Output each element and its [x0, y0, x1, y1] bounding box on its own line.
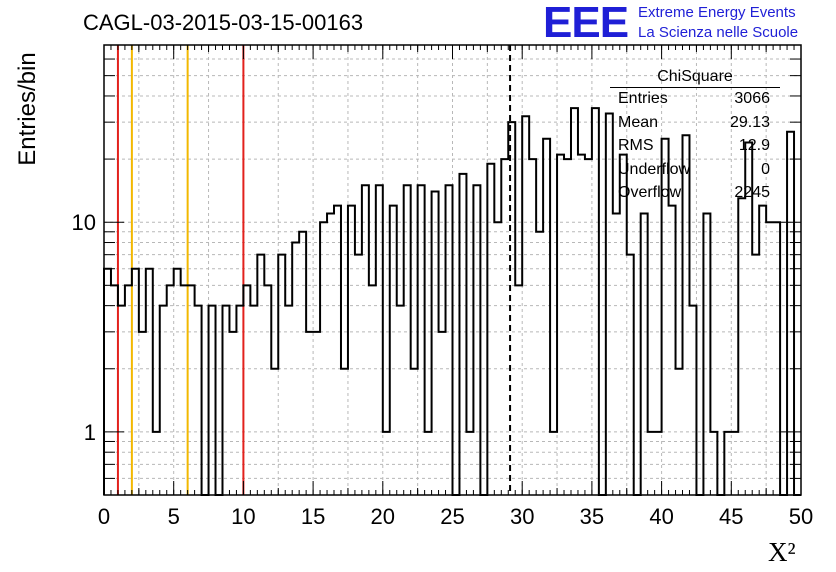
stats-value: 0	[761, 160, 770, 178]
x-tick-label: 10	[231, 504, 255, 529]
stats-value: 3066	[734, 90, 770, 107]
x-tick-label: 50	[789, 504, 813, 529]
stats-row-mean: Mean 29.13	[610, 114, 780, 138]
x-tick-label: 35	[580, 504, 604, 529]
stats-title: ChiSquare	[610, 68, 780, 88]
y-axis-label: Entries/bin	[14, 52, 41, 166]
y-tick-label: 10	[72, 210, 96, 235]
run-title: CAGL-03-2015-03-15-00163	[83, 10, 364, 35]
stats-row-underflow: Underflow 0	[610, 161, 780, 185]
stats-row-rms: RMS 12.9	[610, 137, 780, 161]
x-tick-label: 5	[168, 504, 180, 529]
stats-row-overflow: Overflow 2245	[610, 184, 780, 208]
tick-labels: 0 5 10 15 20 25 30 35 40 45 50 1 10	[72, 210, 814, 529]
stats-value: 2245	[734, 184, 770, 201]
y-tick-label: 1	[84, 420, 96, 445]
x-tick-label: 15	[301, 504, 325, 529]
project-subtitle: La Scienza nelle Scuole	[638, 24, 799, 41]
stats-label: Overflow	[618, 184, 682, 201]
x-tick-label: 25	[440, 504, 464, 529]
x-tick-label: 45	[719, 504, 743, 529]
stats-label: Entries	[618, 90, 668, 107]
x-axis-label: X²	[768, 537, 796, 567]
stats-label: RMS	[618, 137, 654, 154]
x-tick-label: 20	[371, 504, 395, 529]
stats-label: Mean	[618, 113, 659, 131]
x-tick-label: 40	[649, 504, 673, 529]
tick-marks	[103, 44, 802, 496]
project-name: Extreme Energy Events	[638, 4, 796, 21]
stats-value: 29.13	[729, 113, 770, 131]
x-tick-label: 0	[98, 504, 110, 529]
stats-value: 12.9	[738, 137, 770, 154]
eee-logo: EEE	[543, 0, 629, 47]
stats-box: ChiSquare Entries 3066 Mean 29.13 RMS 12…	[610, 68, 780, 208]
x-tick-label: 30	[510, 504, 534, 529]
reference-lines	[116, 45, 512, 495]
stats-label: Underflow	[618, 160, 691, 178]
stats-row-entries: Entries 3066	[610, 90, 780, 114]
